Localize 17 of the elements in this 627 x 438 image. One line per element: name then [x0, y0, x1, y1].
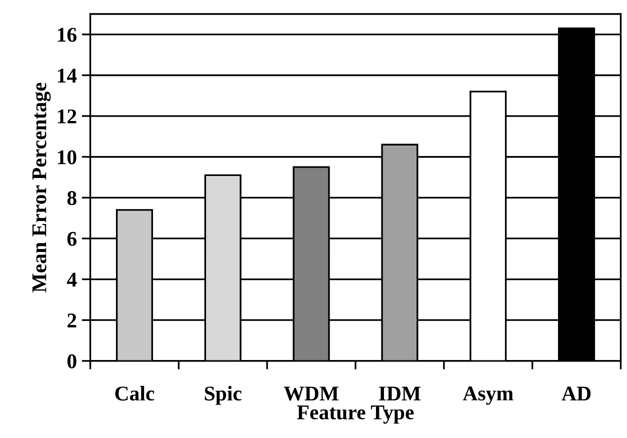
x-tick-label: Asym — [462, 386, 514, 405]
y-tick-label: 8 — [67, 191, 76, 206]
y-tick-label: 0 — [67, 354, 76, 368]
x-tick-label: Spic — [204, 386, 242, 405]
y-tick-label: 16 — [58, 28, 76, 42]
x-tick-label: WDM — [284, 386, 338, 401]
y-tick-label: 10 — [58, 150, 76, 164]
x-tick-label: IDM — [379, 386, 421, 400]
x-axis-title: Feature Type — [297, 406, 414, 424]
y-axis-title: Mean Error Percentage — [32, 82, 51, 292]
y-tick-label: 12 — [58, 109, 76, 124]
x-tick-label: Calc — [115, 386, 154, 401]
y-tick-label: 6 — [67, 232, 76, 246]
y-tick-label: 2 — [68, 314, 76, 328]
y-tick-label: 4 — [66, 272, 77, 287]
x-tick-label: AD — [562, 386, 591, 400]
y-tick-label: 14 — [58, 68, 77, 82]
